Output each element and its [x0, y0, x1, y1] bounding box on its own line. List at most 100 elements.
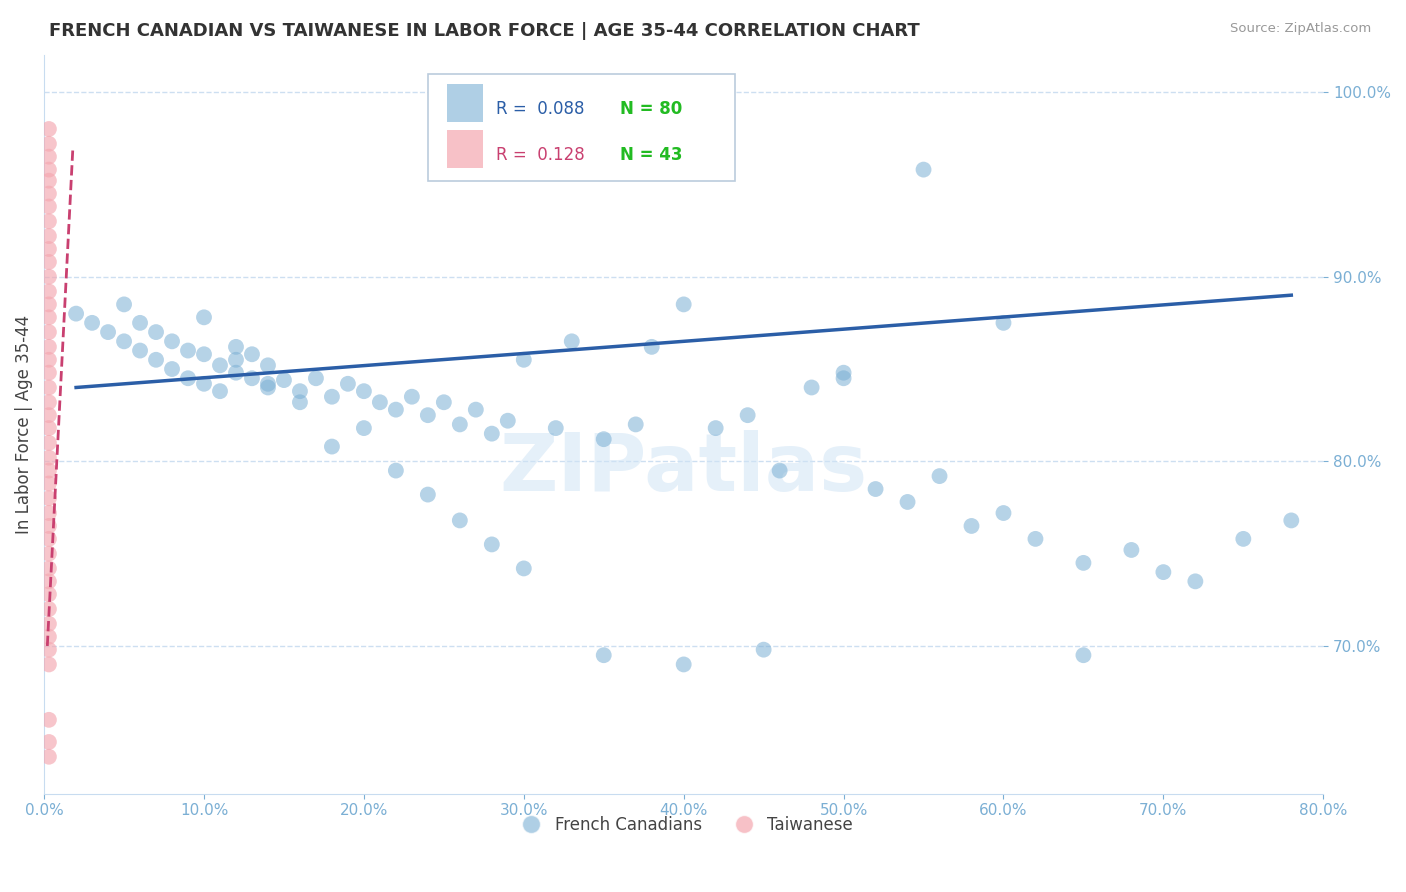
Taiwanese — [38, 186, 60, 201]
French Canadians — [193, 347, 215, 361]
Taiwanese — [38, 214, 60, 228]
French Canadians — [321, 440, 343, 454]
Taiwanese — [38, 162, 60, 177]
Taiwanese — [38, 136, 60, 151]
French Canadians — [1073, 648, 1095, 663]
French Canadians — [177, 371, 200, 385]
French Canadians — [737, 408, 759, 422]
French Canadians — [1184, 574, 1206, 589]
French Canadians — [129, 316, 152, 330]
French Canadians — [704, 421, 727, 435]
French Canadians — [353, 421, 375, 435]
Taiwanese — [38, 476, 60, 491]
Taiwanese — [38, 532, 60, 546]
Taiwanese — [38, 325, 60, 339]
French Canadians — [1232, 532, 1254, 546]
French Canadians — [464, 402, 486, 417]
Taiwanese — [38, 242, 60, 256]
French Canadians — [80, 316, 103, 330]
French Canadians — [769, 464, 792, 478]
Taiwanese — [38, 749, 60, 764]
French Canadians — [225, 340, 247, 354]
French Canadians — [401, 390, 423, 404]
French Canadians — [257, 359, 280, 373]
Y-axis label: In Labor Force | Age 35-44: In Labor Force | Age 35-44 — [15, 315, 32, 534]
Taiwanese — [38, 310, 60, 325]
French Canadians — [449, 417, 471, 432]
Bar — [447, 84, 482, 122]
Taiwanese — [38, 150, 60, 164]
French Canadians — [513, 561, 536, 575]
French Canadians — [928, 469, 950, 483]
Taiwanese — [38, 464, 60, 478]
Taiwanese — [38, 395, 60, 409]
French Canadians — [257, 376, 280, 391]
Taiwanese — [38, 642, 60, 657]
French Canadians — [353, 384, 375, 399]
Taiwanese — [38, 380, 60, 394]
Legend: French Canadians, Taiwanese: French Canadians, Taiwanese — [508, 809, 859, 841]
French Canadians — [1024, 532, 1046, 546]
French Canadians — [624, 417, 647, 432]
French Canadians — [641, 340, 664, 354]
French Canadians — [1073, 556, 1095, 570]
Taiwanese — [38, 519, 60, 533]
French Canadians — [449, 513, 471, 527]
French Canadians — [1152, 565, 1174, 579]
French Canadians — [208, 359, 231, 373]
French Canadians — [257, 380, 280, 394]
French Canadians — [288, 395, 311, 409]
Taiwanese — [38, 561, 60, 575]
French Canadians — [288, 384, 311, 399]
Taiwanese — [38, 574, 60, 589]
French Canadians — [1121, 543, 1143, 558]
French Canadians — [513, 352, 536, 367]
Taiwanese — [38, 435, 60, 450]
Taiwanese — [38, 366, 60, 380]
French Canadians — [832, 371, 855, 385]
Taiwanese — [38, 421, 60, 435]
Taiwanese — [38, 735, 60, 749]
French Canadians — [177, 343, 200, 358]
Bar — [447, 130, 482, 169]
French Canadians — [385, 464, 408, 478]
Taiwanese — [38, 200, 60, 214]
French Canadians — [592, 432, 614, 446]
French Canadians — [592, 648, 614, 663]
Text: R =  0.088: R = 0.088 — [496, 100, 583, 119]
Taiwanese — [38, 174, 60, 188]
Taiwanese — [38, 506, 60, 520]
French Canadians — [896, 495, 918, 509]
French Canadians — [193, 376, 215, 391]
French Canadians — [865, 482, 887, 496]
French Canadians — [832, 366, 855, 380]
French Canadians — [481, 537, 503, 551]
French Canadians — [385, 402, 408, 417]
French Canadians — [145, 325, 167, 339]
French Canadians — [544, 421, 567, 435]
Text: ZIPatlas: ZIPatlas — [499, 430, 868, 508]
Text: N = 43: N = 43 — [620, 146, 682, 164]
French Canadians — [416, 487, 439, 501]
French Canadians — [240, 347, 263, 361]
French Canadians — [912, 162, 935, 177]
Taiwanese — [38, 450, 60, 465]
Taiwanese — [38, 122, 60, 136]
Taiwanese — [38, 255, 60, 269]
French Canadians — [960, 519, 983, 533]
French Canadians — [416, 408, 439, 422]
Taiwanese — [38, 285, 60, 299]
Taiwanese — [38, 630, 60, 644]
French Canadians — [145, 352, 167, 367]
French Canadians — [481, 426, 503, 441]
French Canadians — [208, 384, 231, 399]
Text: Source: ZipAtlas.com: Source: ZipAtlas.com — [1230, 22, 1371, 36]
Taiwanese — [38, 602, 60, 616]
French Canadians — [1279, 513, 1302, 527]
French Canadians — [273, 373, 295, 387]
French Canadians — [672, 657, 695, 672]
Taiwanese — [38, 340, 60, 354]
French Canadians — [112, 334, 135, 349]
French Canadians — [225, 366, 247, 380]
FancyBboxPatch shape — [427, 74, 735, 181]
